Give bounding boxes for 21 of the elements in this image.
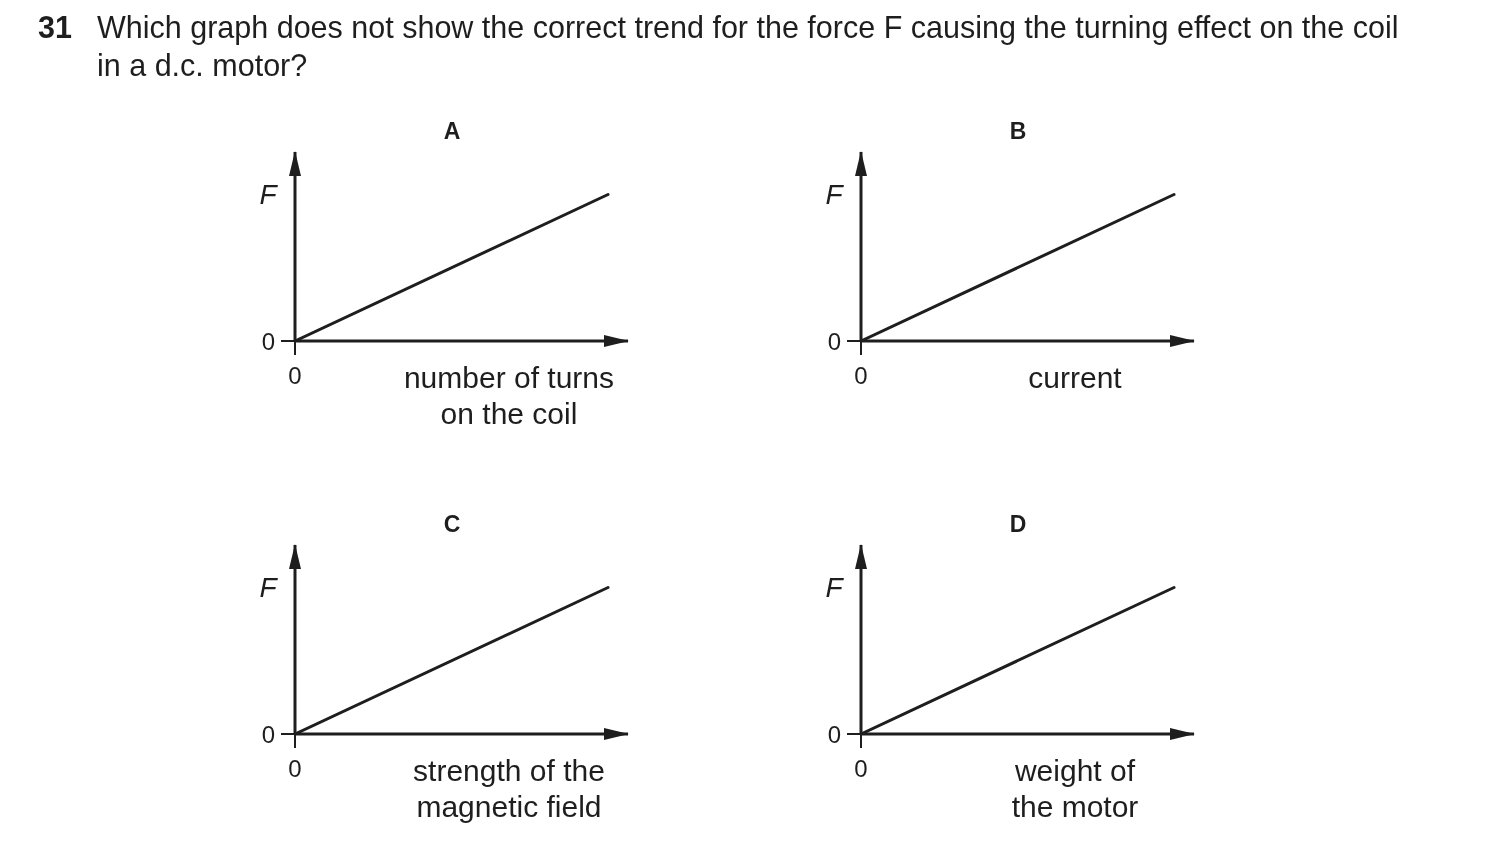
- chart-title: C: [442, 510, 462, 539]
- text: 0: [854, 362, 868, 389]
- y-axis-title: F: [258, 179, 279, 210]
- text: 31 Which graph does not show the correct trend for the force F causing the turning effect on the coil in a d.c. motor?: [38, 9, 1399, 82]
- text: 0: [854, 755, 868, 782]
- chart-title: D: [1008, 510, 1028, 539]
- text: 0: [288, 755, 302, 782]
- y-axis-title: F: [824, 572, 845, 603]
- x-axis-title: number of turns on the coil: [402, 360, 616, 432]
- x-axis-title: strength of the magnetic field: [412, 753, 606, 825]
- annotation: 0: [261, 328, 275, 355]
- chart-title: A: [442, 117, 462, 146]
- y-axis-title: F: [258, 572, 279, 603]
- annotation: 0: [827, 328, 841, 355]
- annotation: 0: [827, 721, 841, 748]
- y-axis-title: F: [824, 179, 845, 210]
- text: 0: [288, 362, 302, 389]
- x-axis-title: weight of the motor: [1010, 753, 1140, 825]
- annotation: 0: [261, 721, 275, 748]
- x-axis-title: current: [1027, 360, 1123, 396]
- chart-title: B: [1008, 117, 1028, 146]
